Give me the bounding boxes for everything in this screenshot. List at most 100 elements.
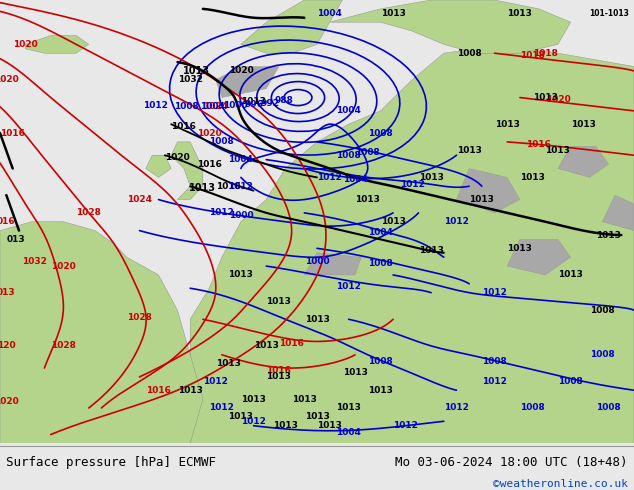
Text: 1013: 1013 [183,66,210,76]
Text: 1013: 1013 [178,386,203,395]
Text: 1024: 1024 [127,195,152,204]
Text: 1013: 1013 [469,195,495,204]
Text: 1008: 1008 [456,49,482,58]
Text: 1020: 1020 [51,262,76,270]
Text: 101-1013: 101-1013 [589,9,628,18]
Text: 013: 013 [6,235,25,244]
Text: 1013: 1013 [241,394,266,404]
Text: 1008: 1008 [558,377,583,386]
Text: 1004: 1004 [317,9,342,18]
Text: 1004: 1004 [368,228,393,237]
Text: 1012: 1012 [482,288,507,297]
Text: 1020: 1020 [13,40,38,49]
Text: 1008: 1008 [590,350,615,359]
Text: 1012: 1012 [209,403,235,413]
Text: 1013: 1013 [507,244,533,253]
Polygon shape [507,240,571,275]
Text: 1012: 1012 [399,179,425,189]
Text: 1008: 1008 [520,403,545,413]
Text: 1013: 1013 [596,230,621,240]
Text: 1016: 1016 [216,182,241,191]
Text: 1008: 1008 [368,259,393,269]
Text: 013: 013 [0,288,16,297]
Text: 1016: 1016 [526,140,552,148]
Text: 1020: 1020 [0,397,19,406]
Polygon shape [25,35,89,53]
Text: 1004: 1004 [342,175,368,184]
Text: 1013: 1013 [558,270,583,279]
Text: 1013: 1013 [336,403,361,413]
Text: 1013: 1013 [304,315,330,324]
Text: 1013: 1013 [304,413,330,421]
Text: 1008: 1008 [596,403,621,413]
Text: 1013: 1013 [368,386,393,395]
Text: 988: 988 [274,96,293,105]
Text: 1008: 1008 [209,137,235,147]
Polygon shape [558,147,609,177]
Text: 1013: 1013 [495,120,520,129]
Text: 1008: 1008 [336,151,361,160]
Text: 1018: 1018 [533,49,558,58]
Text: 1032: 1032 [22,257,48,266]
Text: 1012: 1012 [482,377,507,386]
Text: 1013: 1013 [571,120,596,129]
Text: 1013: 1013 [266,372,292,381]
Polygon shape [241,0,342,53]
Text: ©weatheronline.co.uk: ©weatheronline.co.uk [493,479,628,490]
Text: 1004: 1004 [336,428,361,437]
Text: 1016: 1016 [171,122,197,131]
Text: 1013: 1013 [456,147,482,155]
Text: 1020: 1020 [545,95,571,104]
Text: 016: 016 [0,217,16,226]
Text: 1000: 1000 [229,211,253,220]
Text: 1016: 1016 [0,128,25,138]
Text: 1008: 1008 [368,357,393,366]
Text: 1013: 1013 [273,421,298,430]
Text: 1008: 1008 [174,102,198,111]
Text: 1013: 1013 [228,413,254,421]
Polygon shape [330,0,571,53]
Text: 1016: 1016 [266,366,292,375]
Text: 1013: 1013 [317,421,342,430]
Polygon shape [171,142,203,199]
Text: 1016: 1016 [197,160,222,169]
Text: 992: 992 [261,99,280,108]
Text: 1024: 1024 [203,102,228,111]
Text: 1013: 1013 [545,147,571,155]
Text: 1013: 1013 [342,368,368,377]
Text: 1013: 1013 [254,342,279,350]
Text: 1012: 1012 [336,282,361,291]
Text: 1008: 1008 [482,357,507,366]
Text: 1008: 1008 [368,128,393,138]
Polygon shape [602,195,634,231]
Text: 1020: 1020 [165,153,190,162]
Text: 1018: 1018 [520,51,545,60]
Text: 1013: 1013 [292,394,317,404]
Text: 1013: 1013 [418,173,444,182]
Text: 996: 996 [245,100,264,109]
Text: 120: 120 [0,342,16,350]
Polygon shape [304,253,361,275]
Text: 1020: 1020 [0,75,19,84]
Polygon shape [0,221,203,443]
Polygon shape [456,169,520,213]
Text: 1004: 1004 [200,101,224,111]
Text: 1012: 1012 [228,182,254,191]
Text: 1004: 1004 [228,155,254,164]
Text: 1012: 1012 [444,403,469,413]
Text: 1013: 1013 [216,359,241,368]
Text: 1016: 1016 [146,386,171,395]
Text: 1028: 1028 [127,313,152,321]
Text: 1013: 1013 [228,270,254,279]
Text: 1012: 1012 [393,421,418,430]
Text: 1013: 1013 [418,246,444,255]
Text: 1013: 1013 [355,195,380,204]
Text: 1013: 1013 [241,98,266,106]
Text: 1000: 1000 [305,257,329,266]
Text: 1013: 1013 [380,217,406,226]
Text: 1012: 1012 [317,173,342,182]
Text: 1020: 1020 [228,67,254,75]
Text: 1012: 1012 [444,217,469,226]
Text: 1004: 1004 [336,106,361,115]
Polygon shape [146,155,171,177]
